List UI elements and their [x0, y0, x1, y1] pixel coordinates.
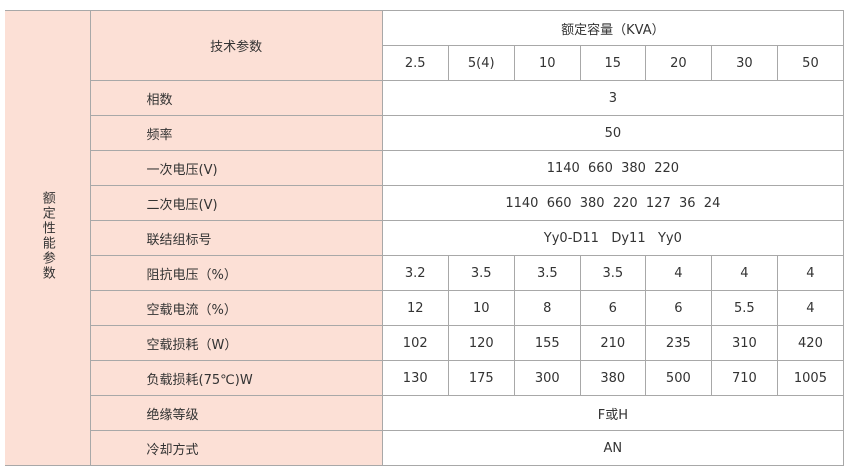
value-cell: 500: [644, 360, 712, 396]
table-row: 负载损耗(75℃)W 130 175 300 380 500 710 1005: [5, 360, 845, 396]
value-cell: 420: [776, 325, 845, 361]
value-cell: 50: [381, 115, 845, 151]
table-row: 一次电压(V) 1140 660 380 220: [5, 150, 845, 186]
value-cell: 4: [776, 255, 845, 291]
value-cell: 12: [381, 290, 449, 326]
row-label: 二次电压(V): [89, 185, 383, 221]
value-cell: 3.5: [447, 255, 515, 291]
value-cell: 1140 660 380 220: [381, 150, 845, 186]
table-row: 二次电压(V) 1140 660 380 220 127 36 24: [5, 185, 845, 221]
value-cell: 8: [513, 290, 581, 326]
capacity-header: 额定容量（KVA）: [381, 10, 845, 46]
value-cell: 120: [447, 325, 515, 361]
capacity-cell: 20: [644, 45, 712, 81]
capacity-cell: 2.5: [381, 45, 449, 81]
value-cell: Yy0-D11 Dy11 Yy0: [381, 220, 845, 256]
value-cell: 3: [381, 80, 845, 116]
value-cell: F或H: [381, 395, 845, 431]
value-cell: AN: [381, 430, 845, 466]
table-row: 空载损耗（W） 102 120 155 210 235 310 420: [5, 325, 845, 361]
value-cell: 1005: [776, 360, 845, 396]
row-label: 负载损耗(75℃)W: [89, 360, 383, 396]
value-cell: 300: [513, 360, 581, 396]
side-label: 额定性能参数: [39, 191, 55, 281]
value-cell: 710: [710, 360, 778, 396]
value-cell: 102: [381, 325, 449, 361]
capacity-cell: 10: [513, 45, 581, 81]
row-label: 空载电流（%）: [89, 290, 383, 326]
value-cell: 4: [644, 255, 712, 291]
row-label: 冷却方式: [89, 430, 383, 466]
value-cell: 3.2: [381, 255, 449, 291]
capacity-cell: 5(4): [447, 45, 515, 81]
value-cell: 210: [579, 325, 646, 361]
value-cell: 6: [579, 290, 646, 326]
table-row: 相数 3: [5, 80, 845, 116]
value-cell: 310: [710, 325, 778, 361]
spec-table: 额定性能参数 技术参数 额定容量（KVA） 2.5 5(4) 10 15 20 30 50 …: [5, 10, 845, 466]
row-label: 空载损耗（W）: [89, 325, 383, 361]
table-row: 冷却方式 AN: [5, 430, 845, 466]
capacity-cell: 15: [579, 45, 646, 81]
row-label: 绝缘等级: [89, 395, 383, 431]
table-row: 联结组标号 Yy0-D11 Dy11 Yy0: [5, 220, 845, 256]
value-cell: 155: [513, 325, 581, 361]
value-cell: 3.5: [579, 255, 646, 291]
value-cell: 130: [381, 360, 449, 396]
table-row: 空载电流（%） 12 10 8 6 6 5.5 4: [5, 290, 845, 326]
row-label: 频率: [89, 115, 383, 151]
table-row: 频率 50: [5, 115, 845, 151]
value-cell: 380: [579, 360, 646, 396]
value-cell: 10: [447, 290, 515, 326]
row-label: 联结组标号: [89, 220, 383, 256]
value-cell: 4: [776, 290, 845, 326]
row-label: 相数: [89, 80, 383, 116]
value-cell: 4: [710, 255, 778, 291]
value-cell: 6: [644, 290, 712, 326]
side-label-cell: 额定性能参数: [5, 10, 91, 466]
row-label: 一次电压(V): [89, 150, 383, 186]
table-row: 阻抗电压（%） 3.2 3.5 3.5 3.5 4 4 4: [5, 255, 845, 291]
value-cell: 1140 660 380 220 127 36 24: [381, 185, 845, 221]
capacity-cell: 50: [776, 45, 845, 81]
value-cell: 3.5: [513, 255, 581, 291]
table-row: 绝缘等级 F或H: [5, 395, 845, 431]
value-cell: 175: [447, 360, 515, 396]
param-header: 技术参数: [89, 10, 383, 81]
value-cell: 5.5: [710, 290, 778, 326]
value-cell: 235: [644, 325, 712, 361]
row-label: 阻抗电压（%）: [89, 255, 383, 291]
capacity-cell: 30: [710, 45, 778, 81]
